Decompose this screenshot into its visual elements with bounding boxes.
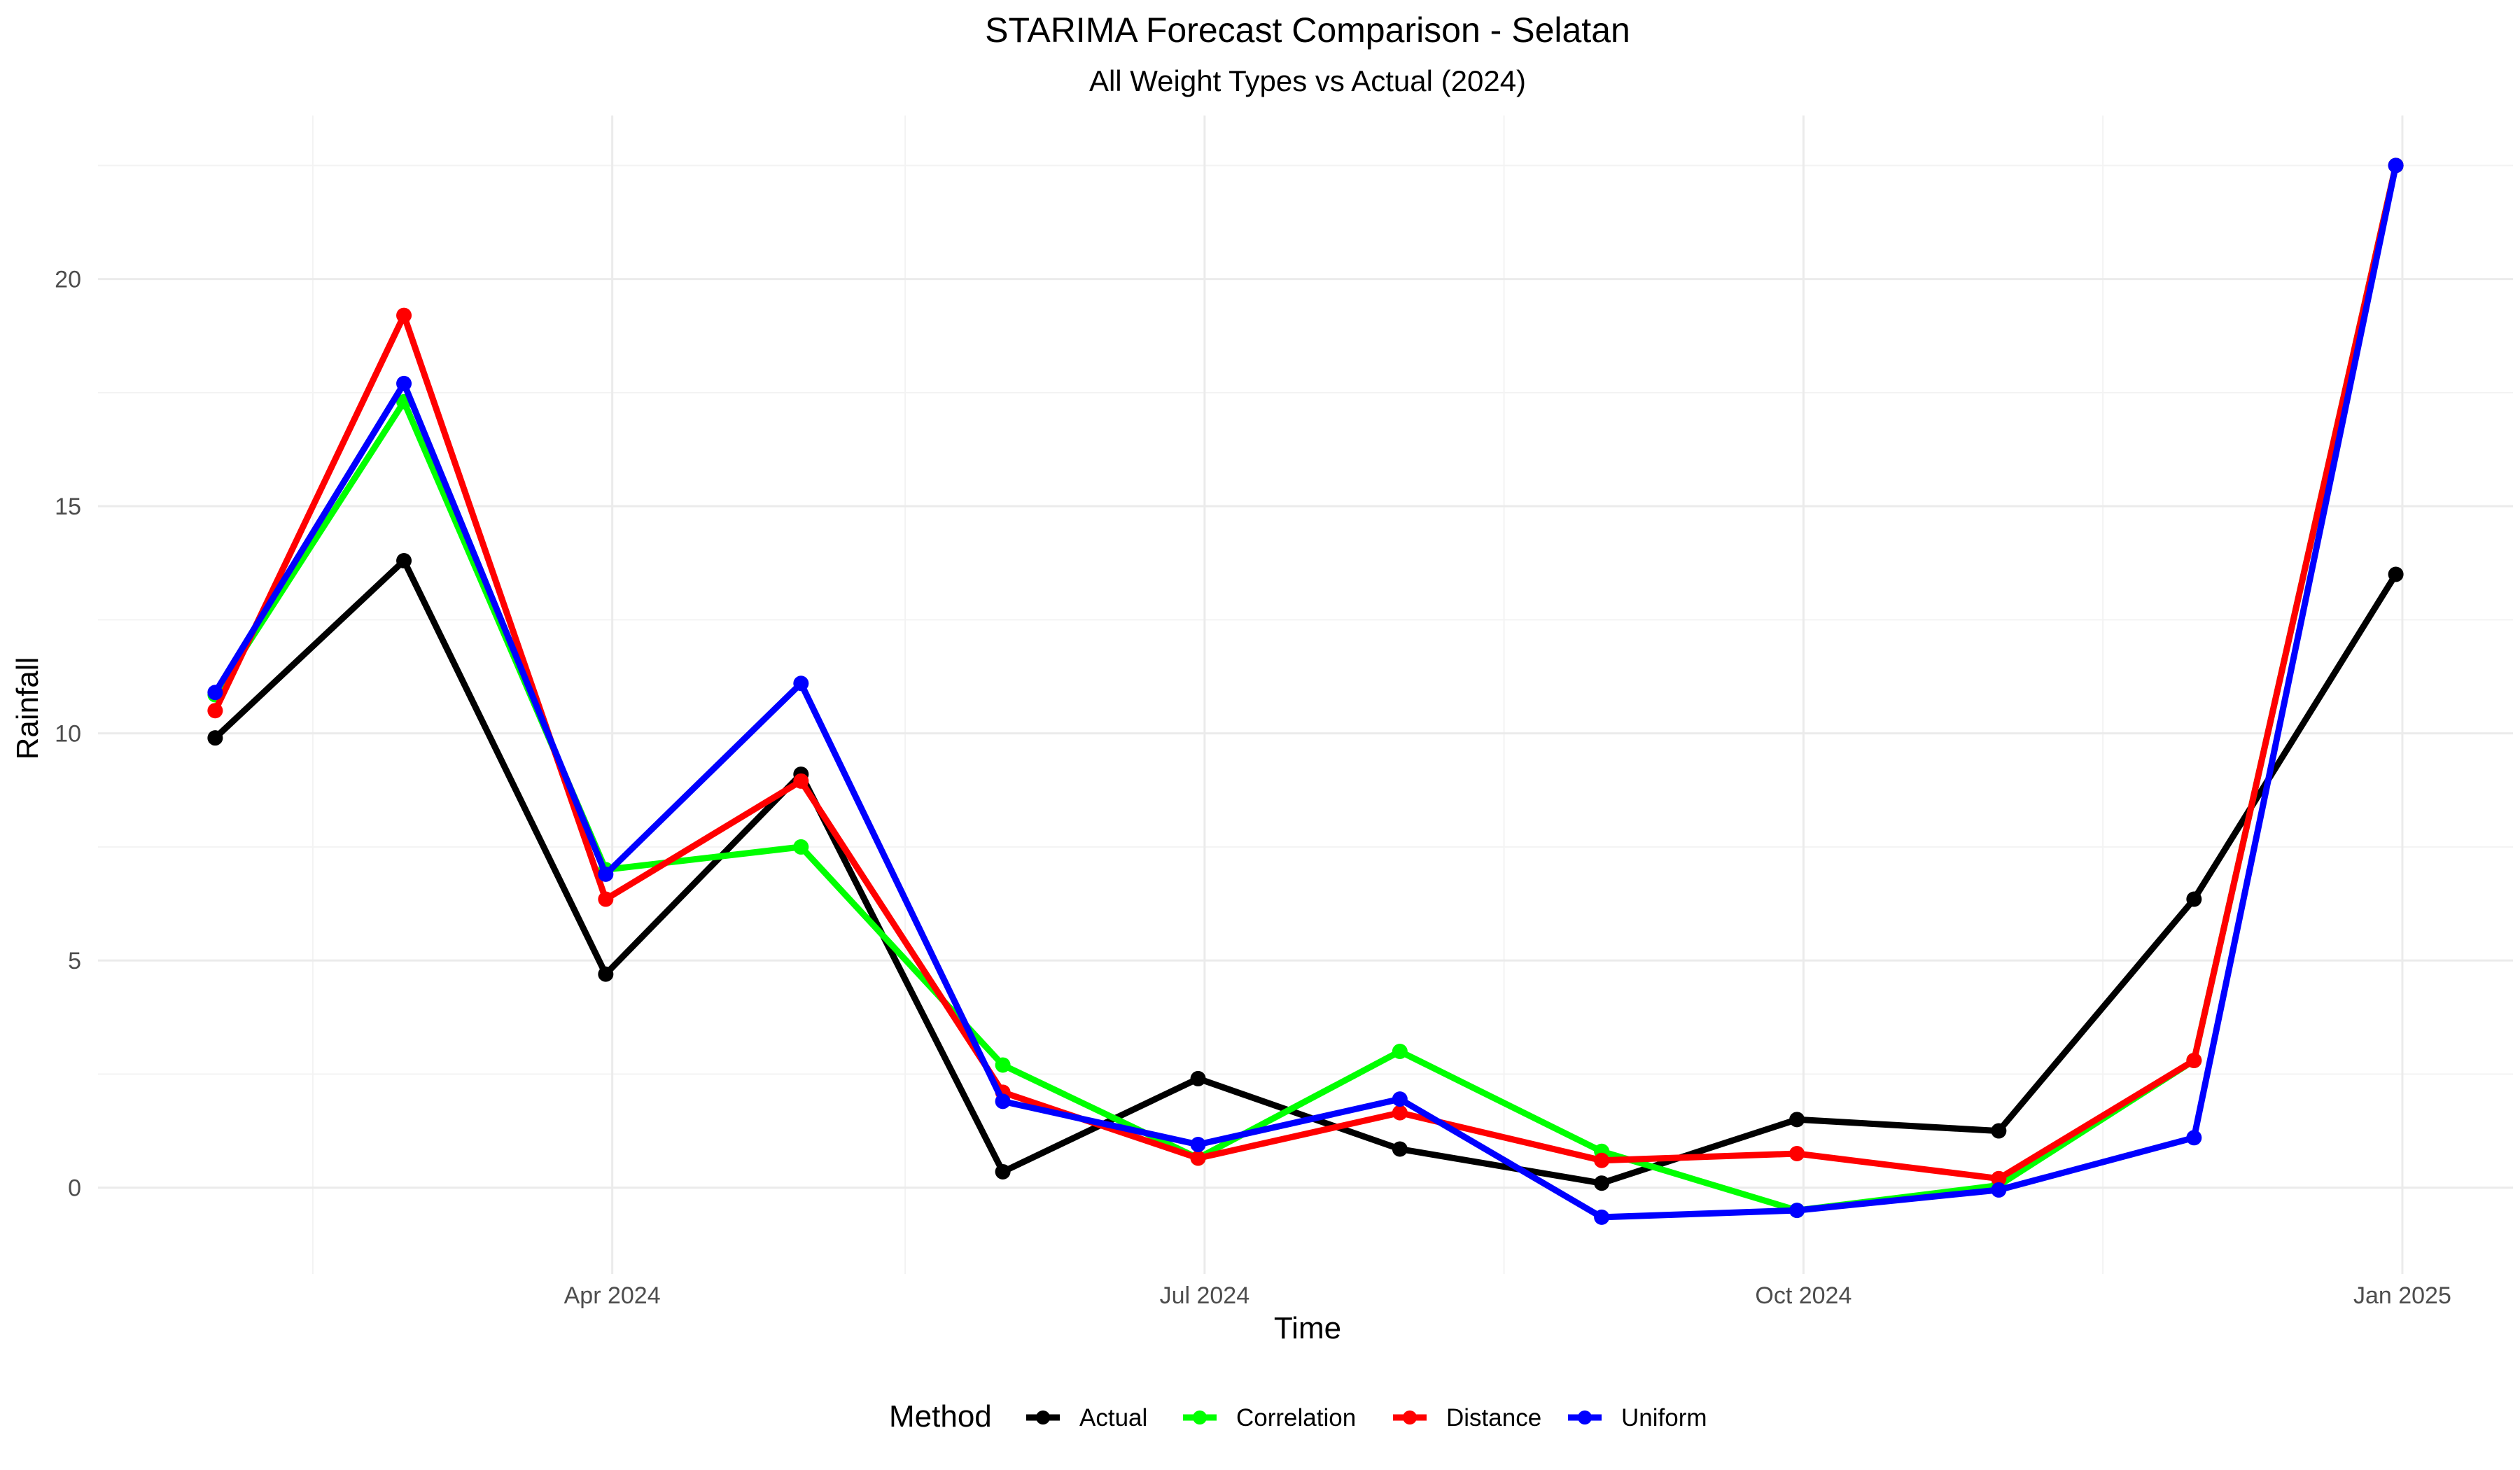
data-point-actual bbox=[1190, 1070, 1206, 1086]
x-tick-label: Oct 2024 bbox=[1755, 1282, 1851, 1309]
legend-item-actual: Actual bbox=[1026, 1404, 1147, 1432]
legend-key-point-distance bbox=[1403, 1410, 1417, 1424]
data-point-distance bbox=[207, 703, 223, 719]
legend-label-correlation: Correlation bbox=[1236, 1404, 1356, 1432]
data-point-actual bbox=[598, 966, 614, 982]
data-point-distance bbox=[598, 891, 614, 907]
grid bbox=[98, 115, 2513, 1274]
series-distance bbox=[207, 158, 2404, 1186]
data-point-actual bbox=[396, 553, 412, 569]
data-point-distance bbox=[396, 307, 412, 323]
data-point-distance bbox=[1392, 1105, 1408, 1121]
legend-label-uniform: Uniform bbox=[1621, 1404, 1707, 1432]
data-point-uniform bbox=[2388, 158, 2404, 174]
data-point-uniform bbox=[995, 1093, 1011, 1110]
legend-item-distance: Distance bbox=[1393, 1404, 1541, 1432]
data-point-distance bbox=[1991, 1170, 2007, 1186]
y-axis-ticks: 0 5 10 15 20 bbox=[55, 267, 81, 1202]
y-tick-label: 5 bbox=[68, 948, 81, 974]
y-tick-label: 10 bbox=[55, 721, 81, 748]
data-point-uniform bbox=[1991, 1182, 2007, 1198]
legend-key-point-uniform bbox=[1578, 1410, 1592, 1424]
data-point-uniform bbox=[1392, 1091, 1408, 1107]
data-point-uniform bbox=[1789, 1203, 1805, 1219]
data-point-uniform bbox=[1190, 1137, 1206, 1153]
legend-item-uniform: Uniform bbox=[1568, 1404, 1707, 1432]
y-tick-label: 20 bbox=[55, 267, 81, 293]
y-tick-label: 15 bbox=[55, 493, 81, 520]
legend-key-point-correlation bbox=[1193, 1410, 1207, 1424]
legend-title: Method bbox=[889, 1399, 992, 1434]
series-uniform bbox=[207, 158, 2404, 1225]
x-tick-label: Apr 2024 bbox=[564, 1282, 661, 1309]
chart-subtitle: All Weight Types vs Actual (2024) bbox=[1089, 64, 1526, 97]
legend-key-point-actual bbox=[1036, 1410, 1050, 1424]
series-actual bbox=[207, 553, 2404, 1191]
data-point-uniform bbox=[2186, 1130, 2202, 1146]
data-point-uniform bbox=[396, 375, 412, 391]
data-point-uniform bbox=[793, 676, 809, 692]
data-point-actual bbox=[1991, 1123, 2007, 1139]
x-axis-title: Time bbox=[1274, 1311, 1341, 1345]
data-point-correlation bbox=[1392, 1043, 1408, 1059]
data-point-actual bbox=[1789, 1112, 1805, 1128]
x-tick-label: Jul 2024 bbox=[1160, 1282, 1250, 1309]
data-point-actual bbox=[2388, 566, 2404, 582]
data-point-actual bbox=[1392, 1141, 1408, 1157]
y-axis-title: Rainfall bbox=[10, 657, 45, 760]
legend: Method Actual Correlation Distance Uniform bbox=[889, 1399, 1707, 1434]
data-point-distance bbox=[1190, 1150, 1206, 1166]
series-line-correlation bbox=[211, 162, 2400, 1214]
series-line-actual bbox=[211, 557, 2400, 1186]
data-point-uniform bbox=[1594, 1209, 1610, 1225]
data-point-actual bbox=[2186, 891, 2202, 907]
data-point-distance bbox=[2186, 1052, 2202, 1068]
x-tick-label: Jan 2025 bbox=[2353, 1282, 2451, 1309]
data-point-actual bbox=[207, 730, 223, 746]
data-point-distance bbox=[1789, 1146, 1805, 1162]
series-line-uniform bbox=[211, 162, 2400, 1221]
data-point-correlation bbox=[793, 839, 809, 855]
series-layer bbox=[207, 158, 2404, 1225]
x-axis-ticks: Apr 2024 Jul 2024 Oct 2024 Jan 2025 bbox=[564, 1282, 2451, 1309]
data-point-actual bbox=[995, 1163, 1011, 1180]
legend-item-correlation: Correlation bbox=[1183, 1404, 1356, 1432]
legend-label-actual: Actual bbox=[1079, 1404, 1147, 1432]
y-tick-label: 0 bbox=[68, 1175, 81, 1202]
data-point-correlation bbox=[995, 1057, 1011, 1073]
chart-title: STARIMA Forecast Comparison - Selatan bbox=[985, 10, 1630, 50]
series-correlation bbox=[207, 158, 2404, 1219]
data-point-actual bbox=[1594, 1175, 1610, 1191]
legend-label-distance: Distance bbox=[1446, 1404, 1541, 1432]
series-line-distance bbox=[211, 162, 2400, 1182]
data-point-uniform bbox=[207, 685, 223, 701]
data-point-distance bbox=[793, 773, 809, 789]
data-point-uniform bbox=[598, 866, 614, 882]
data-point-distance bbox=[1594, 1152, 1610, 1168]
